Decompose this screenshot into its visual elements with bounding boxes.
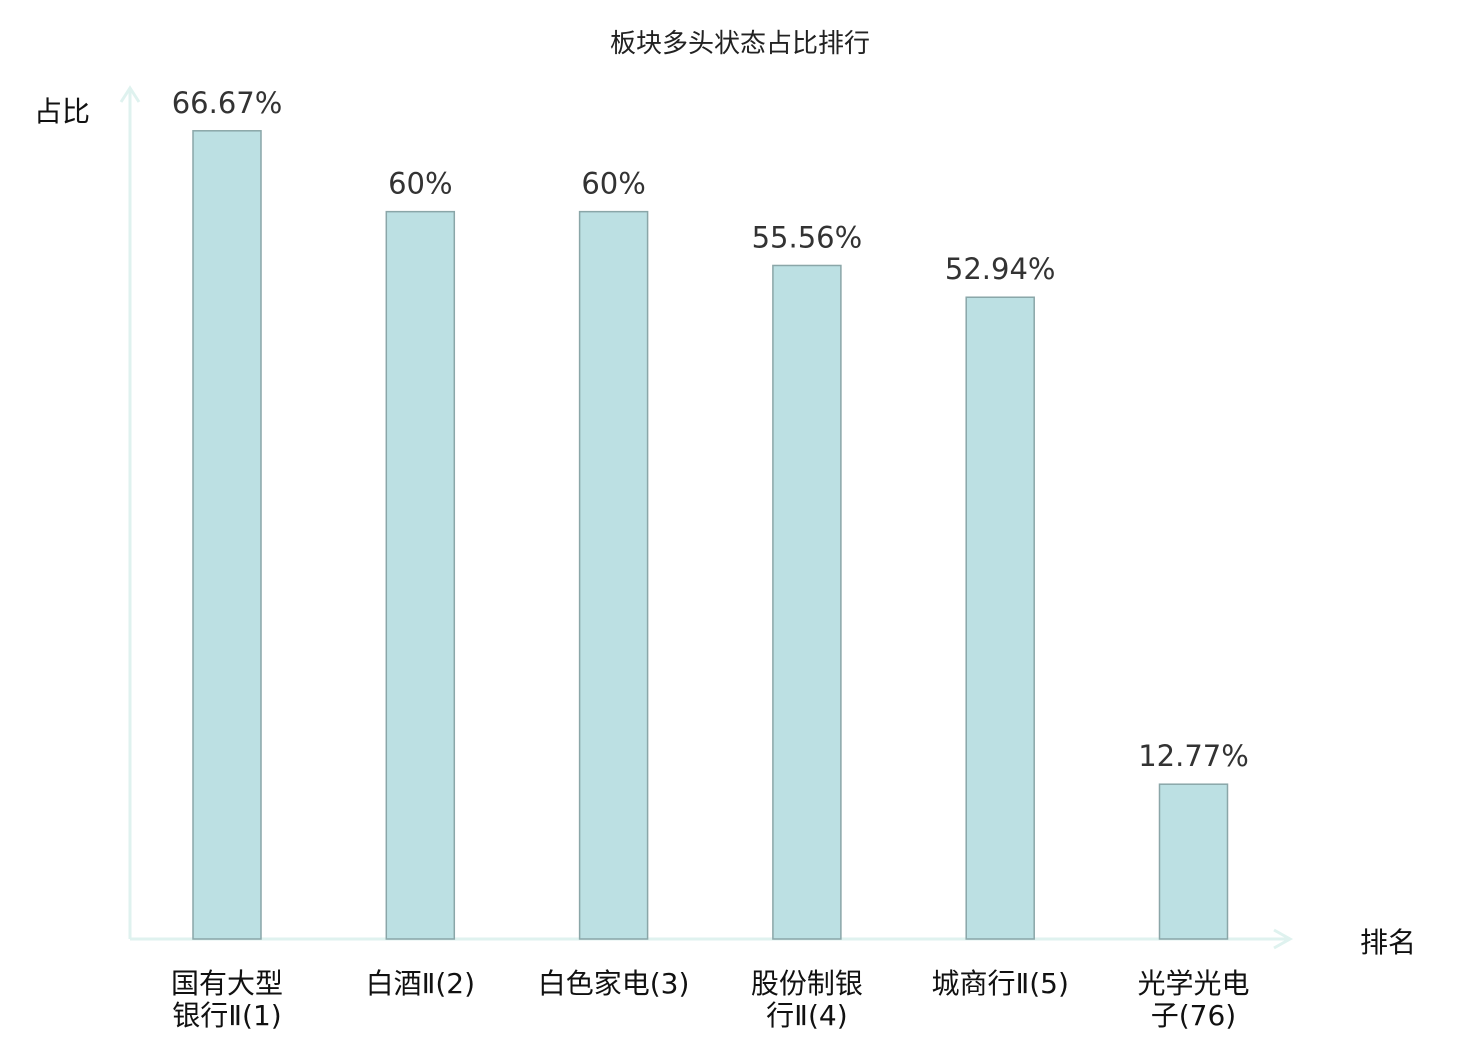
y-axis-arrow-icon (119, 85, 141, 103)
category-label: 国有大型 (171, 967, 283, 1000)
bar (192, 130, 262, 940)
category-label: 银行Ⅱ(1) (172, 999, 281, 1032)
x-axis-label: 排名 (1360, 926, 1416, 959)
value-label: 12.77% (1138, 739, 1249, 773)
category-label: 城商行Ⅱ(5) (931, 967, 1068, 1000)
chart-title: 板块多头状态占比排行 (610, 29, 870, 59)
category-label: 白酒Ⅱ(2) (366, 967, 475, 1000)
value-label: 52.94% (945, 252, 1056, 286)
category-label: 行Ⅱ(4) (766, 999, 847, 1032)
value-label: 60% (581, 167, 645, 201)
category-label: 股份制银 (751, 967, 863, 1000)
category-label: 光学光电 (1137, 967, 1249, 1000)
category-label: 白色家电(3) (538, 967, 690, 1000)
y-axis-label: 占比 (34, 95, 90, 128)
x-axis-arrow-icon (1273, 928, 1294, 950)
bar (772, 264, 842, 940)
value-label: 60% (388, 167, 452, 201)
category-label: 子(76) (1151, 999, 1236, 1032)
bar (385, 210, 456, 940)
bar (578, 210, 649, 940)
value-label: 55.56% (752, 220, 863, 254)
bar (965, 296, 1035, 940)
value-label: 66.67% (172, 86, 283, 120)
bar (1158, 783, 1229, 940)
